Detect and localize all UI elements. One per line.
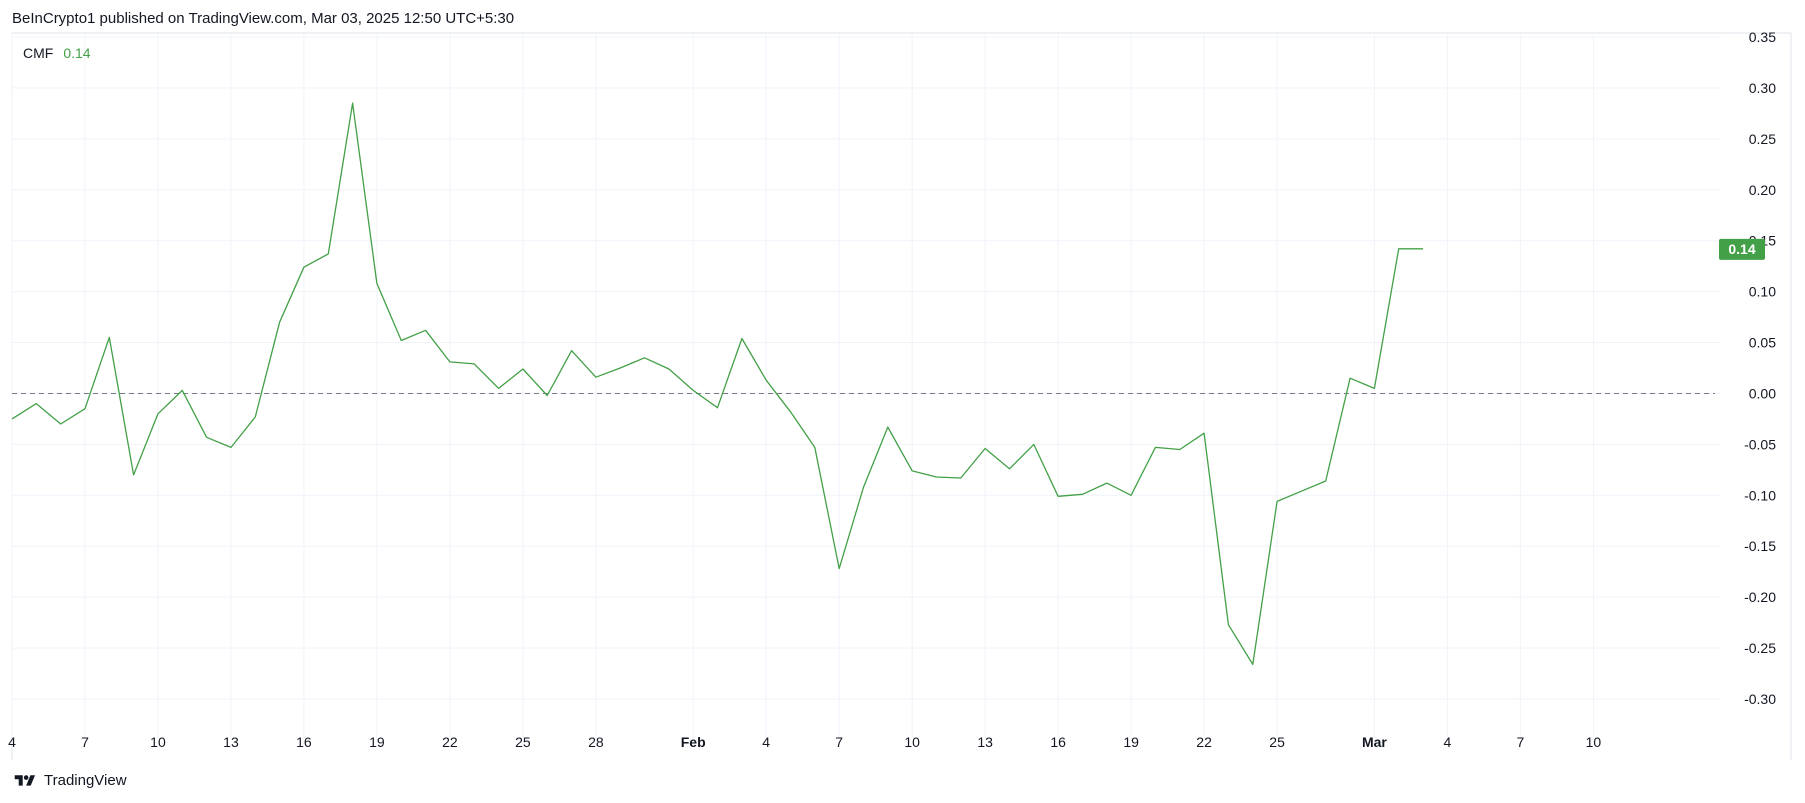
footer[interactable]: TradingView bbox=[12, 772, 127, 789]
x-tick-label: 22 bbox=[442, 734, 458, 750]
x-tick-label: Feb bbox=[681, 734, 706, 750]
x-tick-label: 19 bbox=[369, 734, 385, 750]
y-tick-label: -0.15 bbox=[1744, 538, 1776, 554]
y-tick-label: -0.25 bbox=[1744, 640, 1776, 656]
legend-name: CMF bbox=[23, 45, 54, 61]
x-tick-label: 16 bbox=[1050, 734, 1066, 750]
y-tick-label: 0.20 bbox=[1749, 182, 1776, 198]
y-tick-label: 0.10 bbox=[1749, 284, 1776, 300]
last-value-group: 0.14 bbox=[1719, 238, 1765, 260]
y-tick-label: 0.00 bbox=[1749, 385, 1776, 401]
series-group bbox=[11, 102, 1424, 666]
x-tick-label: 4 bbox=[8, 734, 16, 750]
x-tick-label: 13 bbox=[977, 734, 993, 750]
x-tick-label: 7 bbox=[1516, 734, 1524, 750]
x-tick-label: 13 bbox=[223, 734, 239, 750]
footer-brand: TradingView bbox=[44, 772, 127, 789]
x-tick-label: 10 bbox=[1586, 734, 1602, 750]
x-tick-label: 10 bbox=[150, 734, 166, 750]
x-tick-label: 19 bbox=[1123, 734, 1139, 750]
last-value-label: 0.14 bbox=[1728, 241, 1755, 257]
x-tick-label: 4 bbox=[1443, 734, 1451, 750]
grid-lines bbox=[11, 33, 1721, 738]
publisher-caption: BeInCrypto1 published on TradingView.com… bbox=[12, 10, 515, 27]
cmf-series-line bbox=[11, 102, 1424, 666]
y-axis: 0.350.300.250.200.150.100.050.00-0.05-0.… bbox=[1744, 29, 1776, 707]
y-tick-label: 0.35 bbox=[1749, 29, 1776, 45]
y-tick-label: 0.25 bbox=[1749, 131, 1776, 147]
x-tick-label: 10 bbox=[904, 734, 920, 750]
x-tick-label: 7 bbox=[81, 734, 89, 750]
x-tick-label: 25 bbox=[1269, 734, 1285, 750]
x-tick-label: Mar bbox=[1362, 734, 1387, 750]
x-tick-label: 7 bbox=[835, 734, 843, 750]
cmf-chart: 0.350.300.250.200.150.100.050.00-0.05-0.… bbox=[8, 29, 1792, 760]
legend-value: 0.14 bbox=[63, 45, 91, 61]
x-tick-label: 4 bbox=[762, 734, 770, 750]
x-axis: 4 7 10 13 16 19 22 25 28 Feb 4 7 10 13 16 19 22 25 Mar 4 7 10 bbox=[8, 734, 1601, 750]
y-tick-label: -0.10 bbox=[1744, 487, 1776, 503]
y-tick-label: -0.20 bbox=[1744, 589, 1776, 605]
x-tick-label: 25 bbox=[515, 734, 531, 750]
indicator-legend[interactable]: CMF 0.14 bbox=[23, 45, 91, 61]
x-tick-label: 16 bbox=[296, 734, 312, 750]
x-tick-label: 28 bbox=[588, 734, 604, 750]
y-tick-label: 0.05 bbox=[1749, 335, 1776, 351]
y-tick-label: 0.30 bbox=[1749, 80, 1776, 96]
tradingview-logo-icon bbox=[14, 774, 35, 786]
last-value-badge bbox=[1719, 238, 1765, 260]
y-tick-label: -0.30 bbox=[1744, 691, 1776, 707]
y-tick-label: -0.05 bbox=[1744, 436, 1776, 452]
plot-frame bbox=[11, 32, 1792, 760]
x-tick-label: 22 bbox=[1196, 734, 1212, 750]
